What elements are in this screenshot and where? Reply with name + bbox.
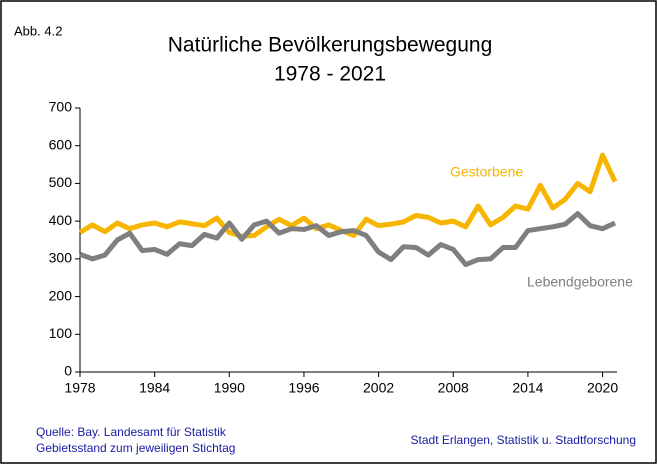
y-tick-label: 300 (49, 250, 73, 266)
source-line: Gebietsstand zum jeweiligen Stichtag (36, 441, 235, 455)
y-tick-label: 200 (49, 287, 73, 303)
x-tick-label: 1996 (288, 380, 319, 396)
series-label: Gestorbene (450, 164, 523, 180)
chart-title: Natürliche Bevölkerungsbewegung (168, 34, 493, 57)
chart-subtitle: 1978 - 2021 (274, 63, 386, 86)
publisher: Stadt Erlangen, Statistik u. Stadtforsch… (411, 433, 636, 447)
y-tick-label: 700 (49, 99, 73, 115)
figure-label: Abb. 4.2 (14, 23, 62, 38)
y-tick-label: 400 (49, 212, 73, 228)
x-tick-label: 2002 (363, 380, 394, 396)
y-tick-label: 0 (64, 363, 72, 379)
y-tick-label: 500 (49, 174, 73, 190)
series-line (79, 211, 617, 268)
y-tick-label: 100 (49, 325, 73, 341)
x-tick-label: 1984 (139, 380, 170, 396)
x-tick-label: 2008 (438, 380, 469, 396)
x-tick-label: 1990 (214, 380, 245, 396)
x-tick-label: 1978 (64, 380, 95, 396)
series-label: Lebendgeborene (527, 274, 633, 290)
y-tick-label: 600 (49, 136, 73, 152)
x-tick-label: 2014 (512, 380, 543, 396)
source-line: Quelle: Bay. Landesamt für Statistik (36, 425, 227, 439)
x-tick-label: 2020 (587, 380, 618, 396)
